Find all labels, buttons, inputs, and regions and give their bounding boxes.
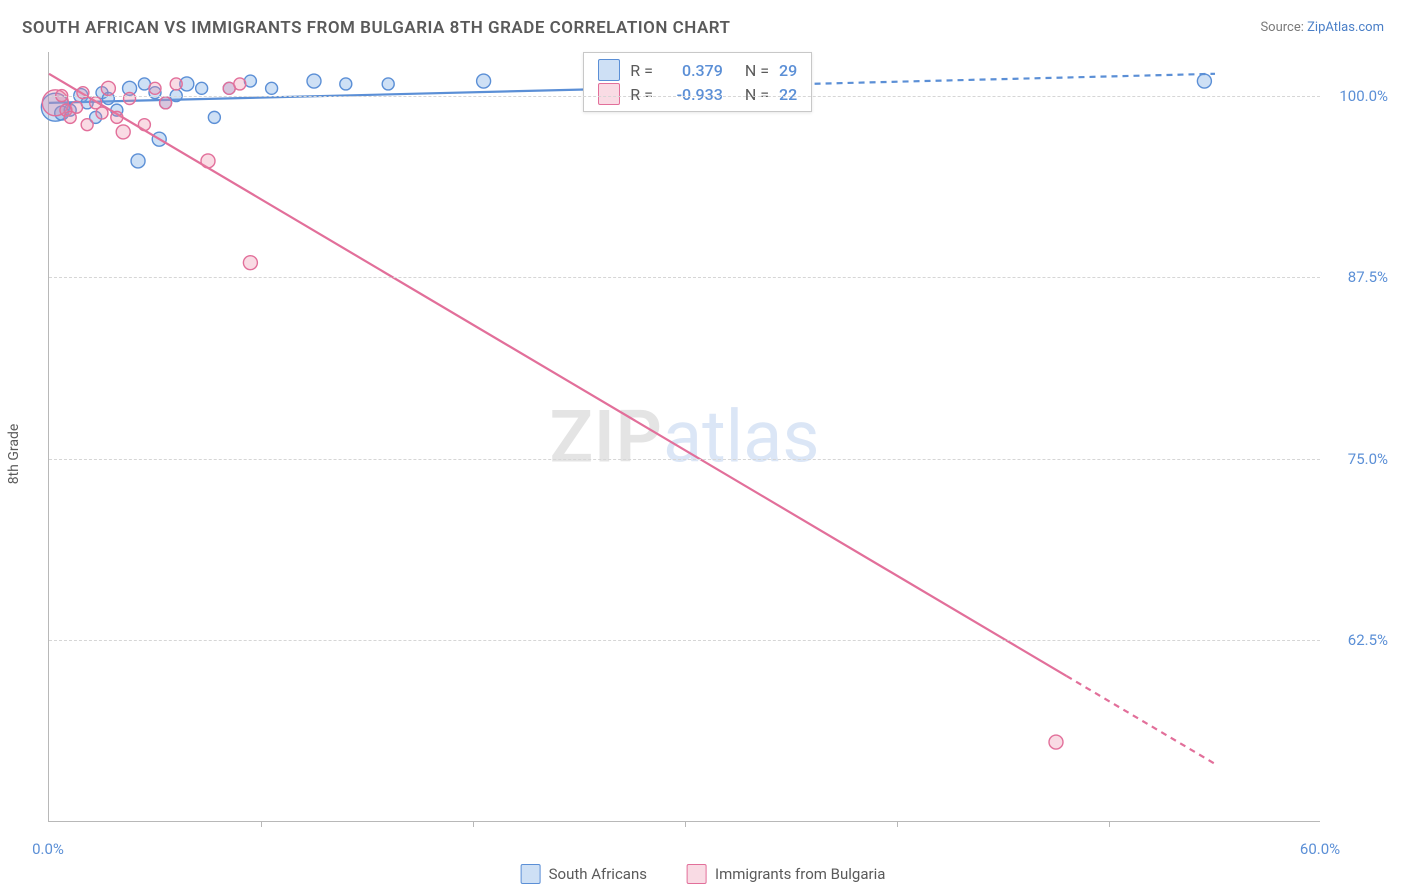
legend-item: South Africans: [521, 864, 647, 884]
scatter-point: [477, 74, 491, 88]
source-attribution: Source: ZipAtlas.com: [1260, 20, 1384, 35]
x-tick: [1109, 821, 1110, 827]
stat-r-value: -0.933: [663, 85, 723, 104]
scatter-point: [307, 74, 321, 88]
stats-row: R = -0.933 N = 22: [598, 83, 797, 105]
stat-n-value: 29: [779, 61, 797, 80]
x-tick: [685, 821, 686, 827]
scatter-point: [196, 82, 208, 94]
scatter-point: [149, 82, 161, 94]
regression-line-dashed: [1067, 676, 1215, 764]
gridline: [49, 277, 1320, 278]
gridline: [49, 640, 1320, 641]
plot-svg: [49, 52, 1320, 821]
legend-swatch-icon: [598, 59, 620, 81]
stat-n-label: N =: [745, 85, 769, 104]
scatter-point: [208, 111, 220, 123]
y-tick-label: 75.0%: [1348, 450, 1388, 468]
scatter-point: [201, 154, 215, 168]
scatter-point: [1197, 74, 1211, 88]
stat-n-label: N =: [745, 61, 769, 80]
x-tick: [261, 821, 262, 827]
stat-r-label: R =: [630, 61, 653, 80]
chart-title: SOUTH AFRICAN VS IMMIGRANTS FROM BULGARI…: [22, 18, 731, 38]
x-tick-label: 60.0%: [1300, 840, 1340, 858]
scatter-point: [111, 111, 123, 123]
legend-series-name: Immigrants from Bulgaria: [715, 865, 885, 883]
source-label: Source:: [1260, 20, 1303, 35]
scatter-point: [243, 256, 257, 270]
y-axis-label: 8th Grade: [6, 424, 22, 485]
scatter-point: [116, 125, 130, 139]
legend-swatch-icon: [687, 864, 707, 884]
scatter-point: [170, 78, 182, 90]
scatter-point: [266, 82, 278, 94]
plot-area: ZIPatlas R =0.379N =29R =-0.933N =22: [48, 52, 1320, 822]
scatter-point: [160, 97, 172, 109]
legend-item: Immigrants from Bulgaria: [687, 864, 885, 884]
x-tick-label: 0.0%: [32, 840, 64, 858]
gridline: [49, 96, 1320, 97]
scatter-point: [138, 119, 150, 131]
scatter-point: [382, 78, 394, 90]
scatter-point: [77, 87, 89, 99]
chart-container: SOUTH AFRICAN VS IMMIGRANTS FROM BULGARI…: [0, 0, 1406, 892]
legend-swatch-icon: [521, 864, 541, 884]
stats-row: R = 0.379 N = 29: [598, 59, 797, 81]
stat-n-value: 22: [779, 85, 797, 104]
scatter-point: [124, 92, 136, 104]
scatter-point: [81, 119, 93, 131]
scatter-point: [1049, 735, 1063, 749]
scatter-point: [71, 101, 83, 113]
y-tick-label: 87.5%: [1348, 268, 1388, 286]
stat-r-value: 0.379: [663, 61, 723, 80]
scatter-point: [131, 154, 145, 168]
gridline: [49, 459, 1320, 460]
legend-swatch-icon: [598, 83, 620, 105]
scatter-point: [340, 78, 352, 90]
scatter-point: [96, 107, 108, 119]
x-tick: [897, 821, 898, 827]
y-tick-label: 100.0%: [1339, 87, 1388, 105]
x-tick: [473, 821, 474, 827]
source-link[interactable]: ZipAtlas.com: [1307, 20, 1384, 35]
correlation-stats-box: R = 0.379 N = 29 R = -0.933 N = 22: [583, 52, 812, 112]
stat-r-label: R =: [630, 85, 653, 104]
scatter-point: [234, 78, 246, 90]
series-legend: South Africans Immigrants from Bulgaria: [521, 864, 886, 884]
regression-line-dashed: [749, 74, 1215, 86]
y-tick-label: 62.5%: [1348, 631, 1388, 649]
legend-series-name: South Africans: [549, 865, 647, 883]
scatter-point: [101, 81, 115, 95]
